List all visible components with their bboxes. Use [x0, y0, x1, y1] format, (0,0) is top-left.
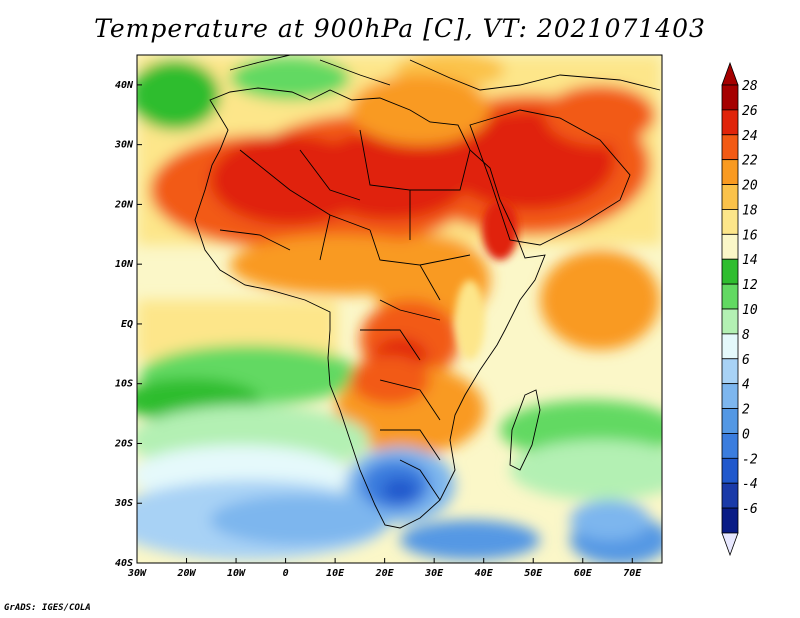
plot-frame — [136, 54, 663, 564]
colorbar-label: 2 — [742, 403, 750, 418]
colorbar-label: 20 — [742, 179, 758, 194]
colorbar-bottom-arrow — [721, 532, 739, 557]
lon-tick-label: 10W — [227, 568, 246, 579]
lon-tick-label: 30W — [127, 568, 147, 579]
lat-tick-label: EQ — [121, 319, 133, 330]
colorbar-label: 16 — [742, 228, 758, 243]
colorbar-swatch — [721, 283, 739, 310]
colorbar-label: 24 — [742, 129, 758, 144]
lat-tick-label: 30S — [114, 498, 133, 509]
colorbar-swatch — [721, 184, 739, 210]
colorbar-swatch — [721, 333, 739, 360]
lon-tick-label: 0 — [283, 568, 289, 579]
lat-tick-label: 20N — [114, 199, 134, 210]
temperature-field — [137, 55, 662, 563]
lon-tick-label: 50E — [524, 568, 543, 579]
grads-credit: GrADS: IGES/COLA — [4, 603, 91, 613]
colorbar-swatch — [721, 308, 739, 335]
lon-tick-label: 30E — [424, 568, 444, 579]
lon-tick-label: 60E — [574, 568, 593, 579]
colorbar-label: -2 — [742, 452, 758, 467]
colorbar-swatch — [721, 109, 739, 136]
lon-tick-label: 70E — [623, 568, 642, 579]
colorbar-label: 4 — [742, 378, 750, 393]
colorbar-label: 8 — [742, 328, 750, 343]
colorbar-label: 14 — [742, 253, 758, 268]
colorbar-label: 28 — [742, 79, 758, 94]
colorbar-swatch — [721, 482, 739, 509]
lon-tick-label: 20W — [176, 568, 196, 579]
colorbar-label: 22 — [742, 154, 758, 169]
colorbar-swatch — [721, 383, 739, 409]
colorbar-swatch — [721, 159, 739, 185]
lat-tick-label: 10S — [115, 379, 133, 390]
map-title: Temperature at 900hPa [C], VT: 202107140… — [94, 14, 706, 43]
colorbar-label: 26 — [742, 104, 758, 119]
colorbar-label: -4 — [742, 477, 758, 492]
colorbar-label: 6 — [742, 353, 750, 368]
colorbar-label: 12 — [742, 278, 758, 293]
colorbar-swatch — [721, 258, 739, 285]
colorbar-swatch — [721, 233, 739, 260]
colorbar-swatch — [721, 433, 739, 459]
longitude-axis: 30W 20W 10W 0 10E 20E 30E 40E 50E 60E 70E — [127, 558, 642, 579]
lon-tick-label: 20E — [375, 568, 395, 579]
latitude-axis: 40N 30N 20N 10N EQ 10S 20S 30S 40S — [114, 80, 142, 569]
lat-tick-label: 40N — [115, 80, 134, 91]
colorbar-swatch — [721, 358, 739, 385]
lat-tick-label: 40S — [115, 558, 133, 569]
colorbar-top-arrow — [721, 61, 739, 86]
lat-tick-label: 20S — [114, 438, 133, 449]
lon-tick-label: 10E — [326, 568, 345, 579]
colorbar-label: 0 — [742, 427, 750, 442]
colorbar-label: 10 — [742, 303, 758, 318]
colorbar-label: 18 — [742, 203, 758, 218]
colorbar-swatch — [721, 457, 739, 484]
lon-tick-label: 40E — [475, 568, 494, 579]
coastlines — [194, 55, 661, 529]
colorbar-swatch — [721, 134, 739, 161]
colorbar-swatch — [721, 209, 739, 235]
lat-tick-label: 10N — [115, 259, 134, 270]
colorbar-label: -6 — [742, 502, 758, 517]
colorbar-swatch — [721, 408, 739, 434]
lat-tick-label: 30N — [114, 140, 134, 151]
colorbar-swatch — [721, 507, 739, 534]
colorbar-swatch — [721, 84, 739, 111]
